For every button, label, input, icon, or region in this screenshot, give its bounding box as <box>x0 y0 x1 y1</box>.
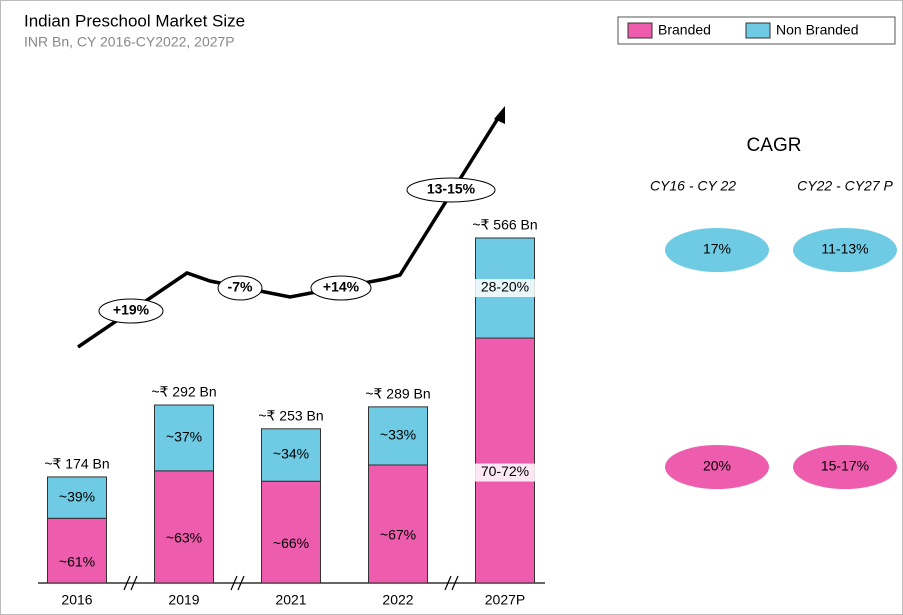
x-tick-label: 2027P <box>485 592 525 608</box>
total-label: ~₹ 174 Bn <box>44 456 109 472</box>
trend-arrow <box>77 114 502 349</box>
segment-label: ~33% <box>380 427 416 443</box>
growth-callout <box>98 298 164 324</box>
growth-callout <box>217 275 263 301</box>
x-tick-label: 2019 <box>168 592 199 608</box>
segment-label: 70-72% <box>481 463 529 479</box>
growth-label: +19% <box>113 302 150 318</box>
cagr-ellipse <box>793 445 897 489</box>
total-label: ~₹ 253 Bn <box>258 407 323 423</box>
axis-breaks <box>123 575 459 591</box>
segment-label: ~67% <box>380 527 416 543</box>
bar-segment <box>261 428 321 482</box>
chart-title: Indian Preschool Market Size <box>24 11 245 30</box>
total-label: ~₹ 292 Bn <box>151 384 216 400</box>
bar-segment <box>47 476 107 519</box>
bar-segment <box>368 406 428 466</box>
growth-callout <box>406 177 496 203</box>
legend-swatch <box>745 22 771 39</box>
x-tick-label: 2021 <box>275 592 306 608</box>
x-tick-label: 2016 <box>61 592 92 608</box>
cagr-ellipse <box>793 228 897 272</box>
total-label: ~₹ 289 Bn <box>365 386 430 402</box>
cagr-value: 17% <box>703 241 731 257</box>
legend-swatch <box>627 22 653 39</box>
growth-callout <box>310 275 372 301</box>
total-label: ~₹ 566 Bn <box>472 217 537 233</box>
cagr-period: CY16 - CY 22 <box>650 178 736 194</box>
cagr-ellipse <box>665 228 769 272</box>
bar-segment <box>261 480 321 584</box>
cagr-period: CY22 - CY27 P <box>797 178 893 194</box>
legend-label: Non Branded <box>776 22 859 38</box>
cagr-title: CAGR <box>747 135 802 156</box>
segment-label: ~37% <box>166 429 202 445</box>
chart-subtitle: INR Bn, CY 2016-CY2022, 2027P <box>24 34 235 50</box>
label-bg <box>474 463 536 482</box>
bar-segment <box>154 470 214 584</box>
segment-label: ~34% <box>273 446 309 462</box>
segment-label: ~39% <box>59 488 95 504</box>
segment-label: ~66% <box>273 535 309 551</box>
segment-label: 28-20% <box>481 279 529 295</box>
growth-label: -7% <box>228 279 253 295</box>
bar-segment <box>154 404 214 472</box>
bar-segment <box>47 517 107 584</box>
bar-segment <box>475 337 535 584</box>
cagr-ellipse <box>665 445 769 489</box>
legend-label: Branded <box>658 22 711 38</box>
segment-label: ~61% <box>59 553 95 569</box>
x-tick-label: 2022 <box>382 592 413 608</box>
label-bg <box>474 279 536 298</box>
growth-label: +14% <box>323 279 360 295</box>
growth-label: 13-15% <box>427 181 476 197</box>
segment-label: ~63% <box>166 530 202 546</box>
bar-segment <box>368 464 428 584</box>
arrow-head <box>494 106 505 124</box>
cagr-value: 20% <box>703 458 731 474</box>
cagr-value: 15-17% <box>821 458 869 474</box>
cagr-value: 11-13% <box>821 241 868 257</box>
